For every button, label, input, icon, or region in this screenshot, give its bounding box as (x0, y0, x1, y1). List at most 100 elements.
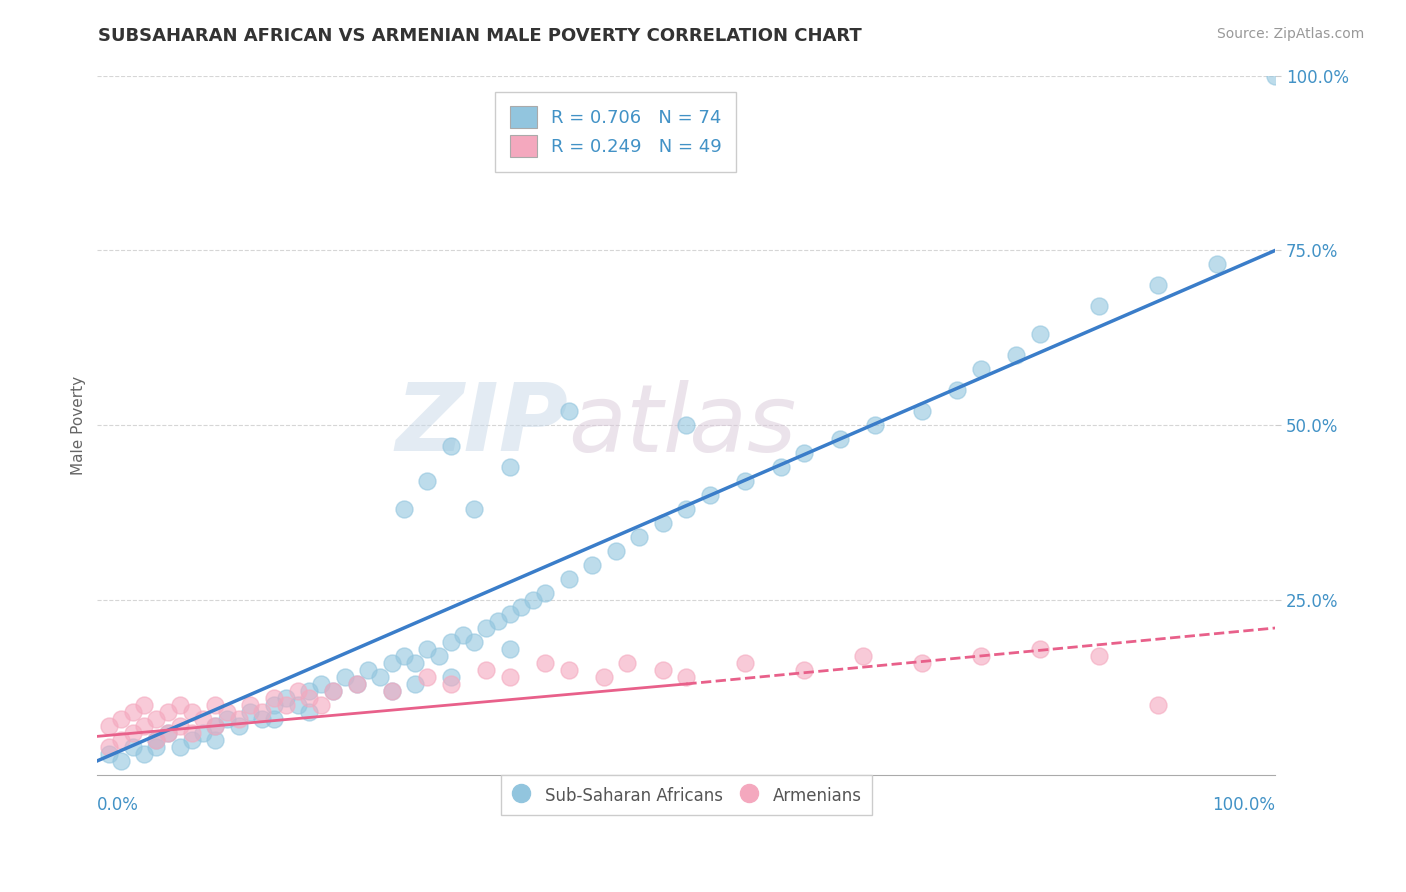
Point (557, 663, 579, 677)
Point (605, 544, 627, 558)
Point (392, 502, 415, 516)
Point (204, 719, 226, 733)
Point (263, 712, 285, 726)
Point (534, 586, 557, 600)
Point (534, 656, 557, 670)
Text: atlas: atlas (568, 380, 797, 471)
Point (98, 747, 121, 761)
Point (427, 648, 450, 663)
Point (134, 747, 156, 761)
Point (169, 698, 191, 712)
Point (946, 383, 969, 397)
Point (252, 705, 274, 719)
Point (498, 607, 520, 621)
Point (416, 642, 439, 657)
Point (416, 474, 439, 488)
Point (346, 677, 368, 691)
Point (193, 712, 215, 726)
Point (463, 502, 485, 516)
Point (581, 558, 603, 572)
Point (699, 488, 721, 502)
Point (970, 362, 993, 376)
Point (239, 698, 262, 712)
Point (793, 663, 815, 677)
Point (593, 670, 616, 684)
Point (322, 684, 344, 698)
Point (134, 698, 156, 712)
Point (793, 446, 815, 460)
Point (309, 698, 332, 712)
Point (252, 712, 274, 726)
Y-axis label: Male Poverty: Male Poverty (72, 376, 86, 475)
Point (451, 628, 474, 642)
Point (863, 418, 886, 433)
Point (522, 593, 544, 607)
Point (1146, 278, 1168, 293)
Point (169, 739, 191, 754)
Point (628, 530, 651, 544)
Point (98, 719, 121, 733)
Point (169, 719, 191, 733)
Text: 0.0%: 0.0% (97, 796, 139, 814)
Point (157, 726, 180, 740)
Point (298, 690, 321, 705)
Point (274, 690, 297, 705)
Point (145, 732, 167, 747)
Point (675, 418, 697, 433)
Point (180, 732, 202, 747)
Text: 100.0%: 100.0% (1212, 796, 1275, 814)
Point (852, 648, 875, 663)
Text: Source: ZipAtlas.com: Source: ZipAtlas.com (1216, 27, 1364, 41)
Point (287, 698, 309, 712)
Point (1029, 327, 1052, 342)
Point (228, 719, 250, 733)
Point (651, 516, 673, 530)
Point (215, 712, 238, 726)
Point (911, 656, 934, 670)
Point (110, 732, 132, 747)
Point (145, 739, 167, 754)
Point (675, 670, 697, 684)
Point (180, 726, 202, 740)
Point (298, 684, 321, 698)
Text: SUBSAHARAN AFRICAN VS ARMENIAN MALE POVERTY CORRELATION CHART: SUBSAHARAN AFRICAN VS ARMENIAN MALE POVE… (98, 27, 862, 45)
Point (193, 726, 215, 740)
Point (204, 732, 226, 747)
Point (557, 572, 579, 586)
Point (463, 635, 485, 649)
Point (616, 656, 638, 670)
Point (333, 670, 356, 684)
Point (416, 670, 439, 684)
Point (404, 677, 426, 691)
Point (368, 670, 391, 684)
Point (287, 684, 309, 698)
Point (1264, 69, 1286, 83)
Point (274, 698, 297, 712)
Point (145, 732, 167, 747)
Point (121, 705, 143, 719)
Point (263, 690, 285, 705)
Point (121, 739, 143, 754)
Point (215, 705, 238, 719)
Point (204, 719, 226, 733)
Point (180, 705, 202, 719)
Point (381, 656, 404, 670)
Point (298, 705, 321, 719)
Point (98, 739, 121, 754)
Point (1146, 698, 1168, 712)
Point (157, 705, 180, 719)
Point (498, 460, 520, 475)
Point (498, 642, 520, 657)
Point (970, 648, 993, 663)
Point (381, 684, 404, 698)
Point (357, 663, 380, 677)
Point (134, 719, 156, 733)
Point (110, 754, 132, 768)
Point (228, 712, 250, 726)
Legend: Sub-Saharan Africans, Armenians: Sub-Saharan Africans, Armenians (501, 775, 872, 815)
Point (1029, 642, 1052, 657)
Point (1087, 299, 1109, 313)
Point (498, 670, 520, 684)
Point (1005, 348, 1028, 362)
Point (651, 663, 673, 677)
